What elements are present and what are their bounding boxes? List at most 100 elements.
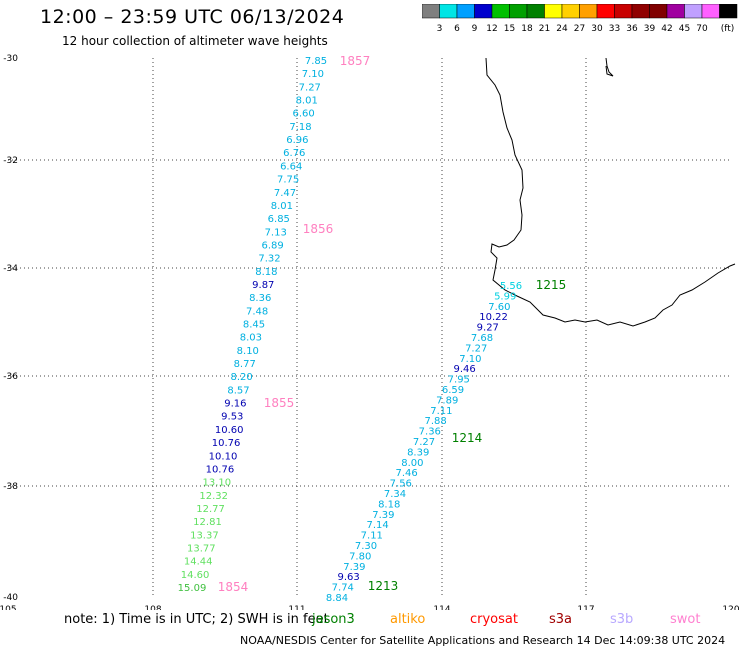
axis-labels: -30 -32 -34 -36 -38 -40 105 108 111 114 117 120 [0, 54, 740, 610]
colorbar-tick-label: 33 [609, 24, 620, 34]
track-2-value: 10.22 [479, 312, 508, 323]
track-1-value: 7.47 [274, 188, 296, 199]
pass-label: 1215 [536, 278, 567, 292]
track-1-value: 8.18 [255, 267, 277, 278]
track-2-value: 5.99 [494, 291, 516, 302]
footnote: note: 1) Time is in UTC; 2) SWH is in fe… [64, 612, 329, 627]
lat-tick-label: -40 [3, 593, 18, 603]
colorbar-tick-label: 12 [486, 24, 497, 34]
track-2-value: 8.84 [326, 593, 348, 604]
lat-tick-label: -30 [3, 54, 18, 64]
track-2-value: 7.74 [332, 583, 354, 594]
track-1-value: 8.57 [227, 385, 249, 396]
track-2-value: 7.11 [430, 406, 452, 417]
track-1-value: 14.44 [184, 557, 213, 568]
pass-label: 1854 [218, 580, 249, 594]
track-1-value: 7.75 [277, 175, 299, 186]
map-title: 12:00 – 23:59 UTC 06/13/2024 [40, 6, 345, 28]
lon-tick-label: 114 [433, 605, 450, 610]
colorbar-tick-label: 3 [437, 24, 443, 34]
track-2-value: 7.56 [390, 479, 412, 490]
track-1-value: 6.60 [292, 109, 314, 120]
track-1-value: 6.89 [261, 240, 283, 251]
pass-label: 1857 [340, 54, 371, 68]
inlet-coastline [605, 57, 614, 77]
colorbar-tick-label: 15 [504, 24, 515, 34]
track-1-value: 7.13 [265, 227, 287, 238]
lon-tick-label: 105 [0, 605, 17, 610]
legend-altiko: altiko [390, 612, 426, 627]
track-1-value: 13.77 [187, 543, 216, 554]
lat-tick-label: -38 [3, 482, 18, 492]
track-2-value: 7.60 [488, 302, 510, 313]
track-2-value: 7.39 [343, 562, 365, 573]
pass-label: 1856 [303, 222, 334, 236]
legend-cryosat: cryosat [470, 612, 518, 627]
track-2-value: 7.27 [465, 343, 487, 354]
track-2-value: 7.11 [361, 531, 383, 542]
track-2-value: 9.46 [453, 364, 475, 375]
track-2-value: 7.30 [355, 541, 377, 552]
track-2-value: 7.10 [459, 354, 481, 365]
colorbar-tick-label: 30 [591, 24, 603, 34]
track-2-value: 7.34 [384, 489, 406, 500]
track-1-value: 9.87 [252, 280, 274, 291]
track-1-value: 10.76 [206, 464, 235, 475]
track-1-value: 14.60 [181, 570, 210, 581]
track-1-value: 10.60 [215, 425, 244, 436]
colorbar-tick-label: 45 [679, 24, 690, 34]
track-1-value: 8.03 [240, 333, 262, 344]
colorbar-tick-label: 9 [472, 24, 478, 34]
track-1-value: 7.32 [258, 254, 280, 265]
track-2-value: 9.27 [477, 323, 499, 334]
track-1-value: 12.81 [193, 517, 222, 528]
lat-tick-label: -36 [3, 372, 18, 382]
track-1-value: 7.10 [302, 69, 324, 80]
track-2-value: 6.59 [442, 385, 464, 396]
track-2-value: 7.89 [436, 395, 458, 406]
australia-coastline [485, 57, 736, 327]
colorbar-tick-label: 70 [696, 24, 708, 34]
colorbar-tick-label: 36 [626, 24, 638, 34]
track-1-value: 12.32 [199, 491, 228, 502]
track-2-value: 7.39 [372, 510, 394, 521]
track-2-value: 8.18 [378, 499, 400, 510]
track-2-value: 7.46 [395, 468, 417, 479]
legend-s3a: s3a [549, 612, 573, 627]
track-1-value: 13.10 [202, 478, 231, 489]
map-grid [8, 58, 731, 597]
colorbar-swatch [719, 4, 738, 19]
track-1-value: 8.77 [234, 359, 256, 370]
track-2-value: 7.27 [413, 437, 435, 448]
lon-tick-label: 108 [144, 605, 161, 610]
track-1-value: 7.48 [246, 306, 268, 317]
wave-height-colorbar: 3 6 9 12 15 18 21 24 27 30 33 36 39 42 45 70 (ft) [422, 4, 738, 34]
altimeter-map: -30 -32 -34 -36 -38 -40 105 108 111 114 117 120 7.8… [0, 54, 740, 610]
track-1-value: 10.10 [209, 451, 238, 462]
pass-label: 1213 [368, 579, 399, 593]
track-1-value: 6.96 [286, 135, 308, 146]
colorbar-unit-label: (ft) [721, 24, 735, 34]
legend-swot: swot [670, 612, 701, 627]
pass-label: 1214 [452, 431, 483, 445]
track-1-value: 9.53 [221, 412, 243, 423]
legend-s3b: s3b [610, 612, 634, 627]
lat-tick-label: -34 [3, 264, 18, 274]
pass-label: 1855 [264, 396, 295, 410]
track-1-value: 8.20 [230, 372, 252, 383]
track-1-value: 9.16 [224, 399, 246, 410]
coastline [485, 57, 736, 327]
track-2-value: 9.63 [337, 572, 359, 583]
track-1-value: 7.18 [289, 122, 311, 133]
colorbar-tick-label: 24 [556, 24, 568, 34]
colorbar-tick-label: 42 [661, 24, 672, 34]
track-2-value: 7.68 [471, 333, 493, 344]
altimeter-tracks: 7.857.107.278.016.607.186.966.766.647.75… [178, 56, 522, 604]
track-1-value: 7.85 [305, 56, 327, 67]
lon-tick-label: 120 [722, 605, 739, 610]
colorbar-tick-label: 27 [574, 24, 585, 34]
track-1-value: 8.10 [237, 346, 259, 357]
track-2-value: 7.14 [366, 520, 388, 531]
track-2-value: 7.95 [448, 375, 470, 386]
track-1-value: 8.45 [243, 320, 265, 331]
